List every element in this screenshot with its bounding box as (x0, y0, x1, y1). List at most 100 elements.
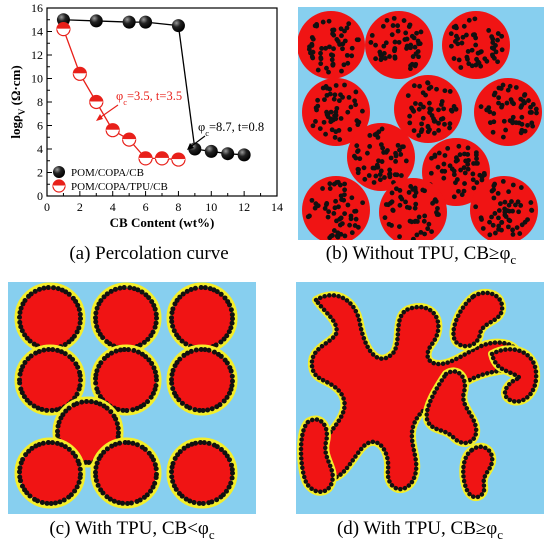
cb-particle (517, 231, 523, 236)
cb-particle (435, 164, 441, 170)
cb-particle (366, 173, 372, 178)
cb-particle (117, 285, 123, 291)
caption-c-sub: c (208, 526, 215, 542)
x-tick-label: 8 (175, 200, 181, 214)
cb-particle (442, 168, 448, 174)
cb-particle (355, 148, 361, 153)
cb-particle (346, 21, 352, 27)
cb-particle (347, 222, 352, 228)
cb-particle (174, 332, 180, 338)
cb-particle (342, 211, 348, 217)
cb-particle (138, 404, 144, 410)
cb-particle (18, 305, 24, 311)
cb-particle (333, 198, 338, 204)
cb-particle (330, 27, 335, 33)
cb-particle (478, 104, 484, 110)
cb-particle (93, 473, 99, 479)
cb-particle (169, 380, 175, 386)
cb-particle (197, 440, 203, 446)
cb-particle (419, 127, 425, 133)
cb-particle (45, 440, 51, 446)
annotation-black-arrowhead (187, 143, 194, 150)
cb-particle (409, 105, 414, 111)
cb-particle (17, 478, 23, 484)
cb-particle (487, 219, 492, 225)
cb-particle (470, 171, 476, 177)
cb-particle (116, 500, 122, 506)
cb-particle (396, 39, 402, 45)
cb-particle (113, 348, 119, 354)
cb-particle (341, 62, 347, 68)
cb-particle (404, 36, 410, 42)
cb-particle (436, 150, 442, 156)
cb-particle (352, 223, 358, 228)
tpu-layer (52, 396, 124, 468)
cb-particle (101, 294, 107, 300)
cb-particle (322, 206, 328, 211)
cb-particle (94, 460, 100, 466)
cb-particle (411, 236, 416, 240)
cb-particle (44, 500, 50, 506)
cb-particle (229, 373, 235, 379)
cb-particle (196, 407, 202, 413)
cb-particle (348, 104, 354, 110)
cb-particle (74, 329, 80, 335)
cb-particle (354, 37, 360, 43)
cb-particle (98, 487, 104, 493)
cb-particle (525, 122, 530, 128)
cb-particle (506, 202, 512, 208)
copa-domain (14, 437, 86, 509)
cb-particle (353, 155, 359, 161)
cb-particle (409, 33, 415, 39)
cb-particle (77, 311, 83, 317)
cb-particle (391, 15, 397, 21)
cb-particle (428, 107, 434, 112)
data-point-pom-copa-tpu-cb (89, 94, 104, 110)
cb-particle (188, 348, 194, 354)
cb-particle (218, 494, 224, 500)
cb-particle (73, 453, 79, 459)
cb-particle (19, 483, 25, 489)
cb-particle (183, 341, 189, 347)
cb-particle (93, 380, 99, 386)
cb-particle (519, 222, 525, 228)
cb-particle (509, 199, 514, 204)
copa-domain (474, 78, 542, 146)
cb-particle (333, 109, 339, 115)
cb-particle (387, 54, 392, 59)
cb-particle (376, 158, 381, 164)
cb-particle (392, 172, 398, 178)
cb-particle (323, 131, 328, 137)
cb-particle (309, 197, 315, 203)
cb-particle (335, 179, 341, 185)
cb-particle (369, 32, 375, 38)
cb-particle (218, 291, 224, 297)
cb-particle (26, 448, 32, 454)
cb-particle (367, 144, 373, 149)
cb-particle (522, 128, 528, 134)
cb-particle (149, 299, 155, 305)
caption-c: (c) With TPU, CB<φc (8, 518, 256, 543)
cb-particle (493, 49, 499, 55)
cb-particle (77, 466, 83, 472)
cb-particle (58, 442, 64, 448)
cb-particle (109, 350, 115, 356)
cb-particle (320, 19, 326, 25)
cb-particle (151, 457, 157, 463)
y-tick-label: 0 (37, 189, 43, 203)
cb-particle (228, 307, 234, 313)
cb-particle (397, 147, 402, 153)
cb-particle (104, 291, 110, 297)
cb-particle (179, 400, 185, 406)
legend-marker-pom-copa-tpu-cb (52, 179, 66, 193)
cb-particle (322, 97, 327, 103)
cb-particle (374, 131, 380, 137)
cb-particle (95, 328, 101, 334)
cb-particle (457, 152, 463, 158)
cb-particle (128, 500, 134, 506)
cb-particle (88, 399, 94, 405)
cb-particle (435, 206, 440, 211)
cb-particle (315, 103, 321, 109)
cb-particle (397, 224, 402, 229)
cb-particle (177, 449, 183, 455)
